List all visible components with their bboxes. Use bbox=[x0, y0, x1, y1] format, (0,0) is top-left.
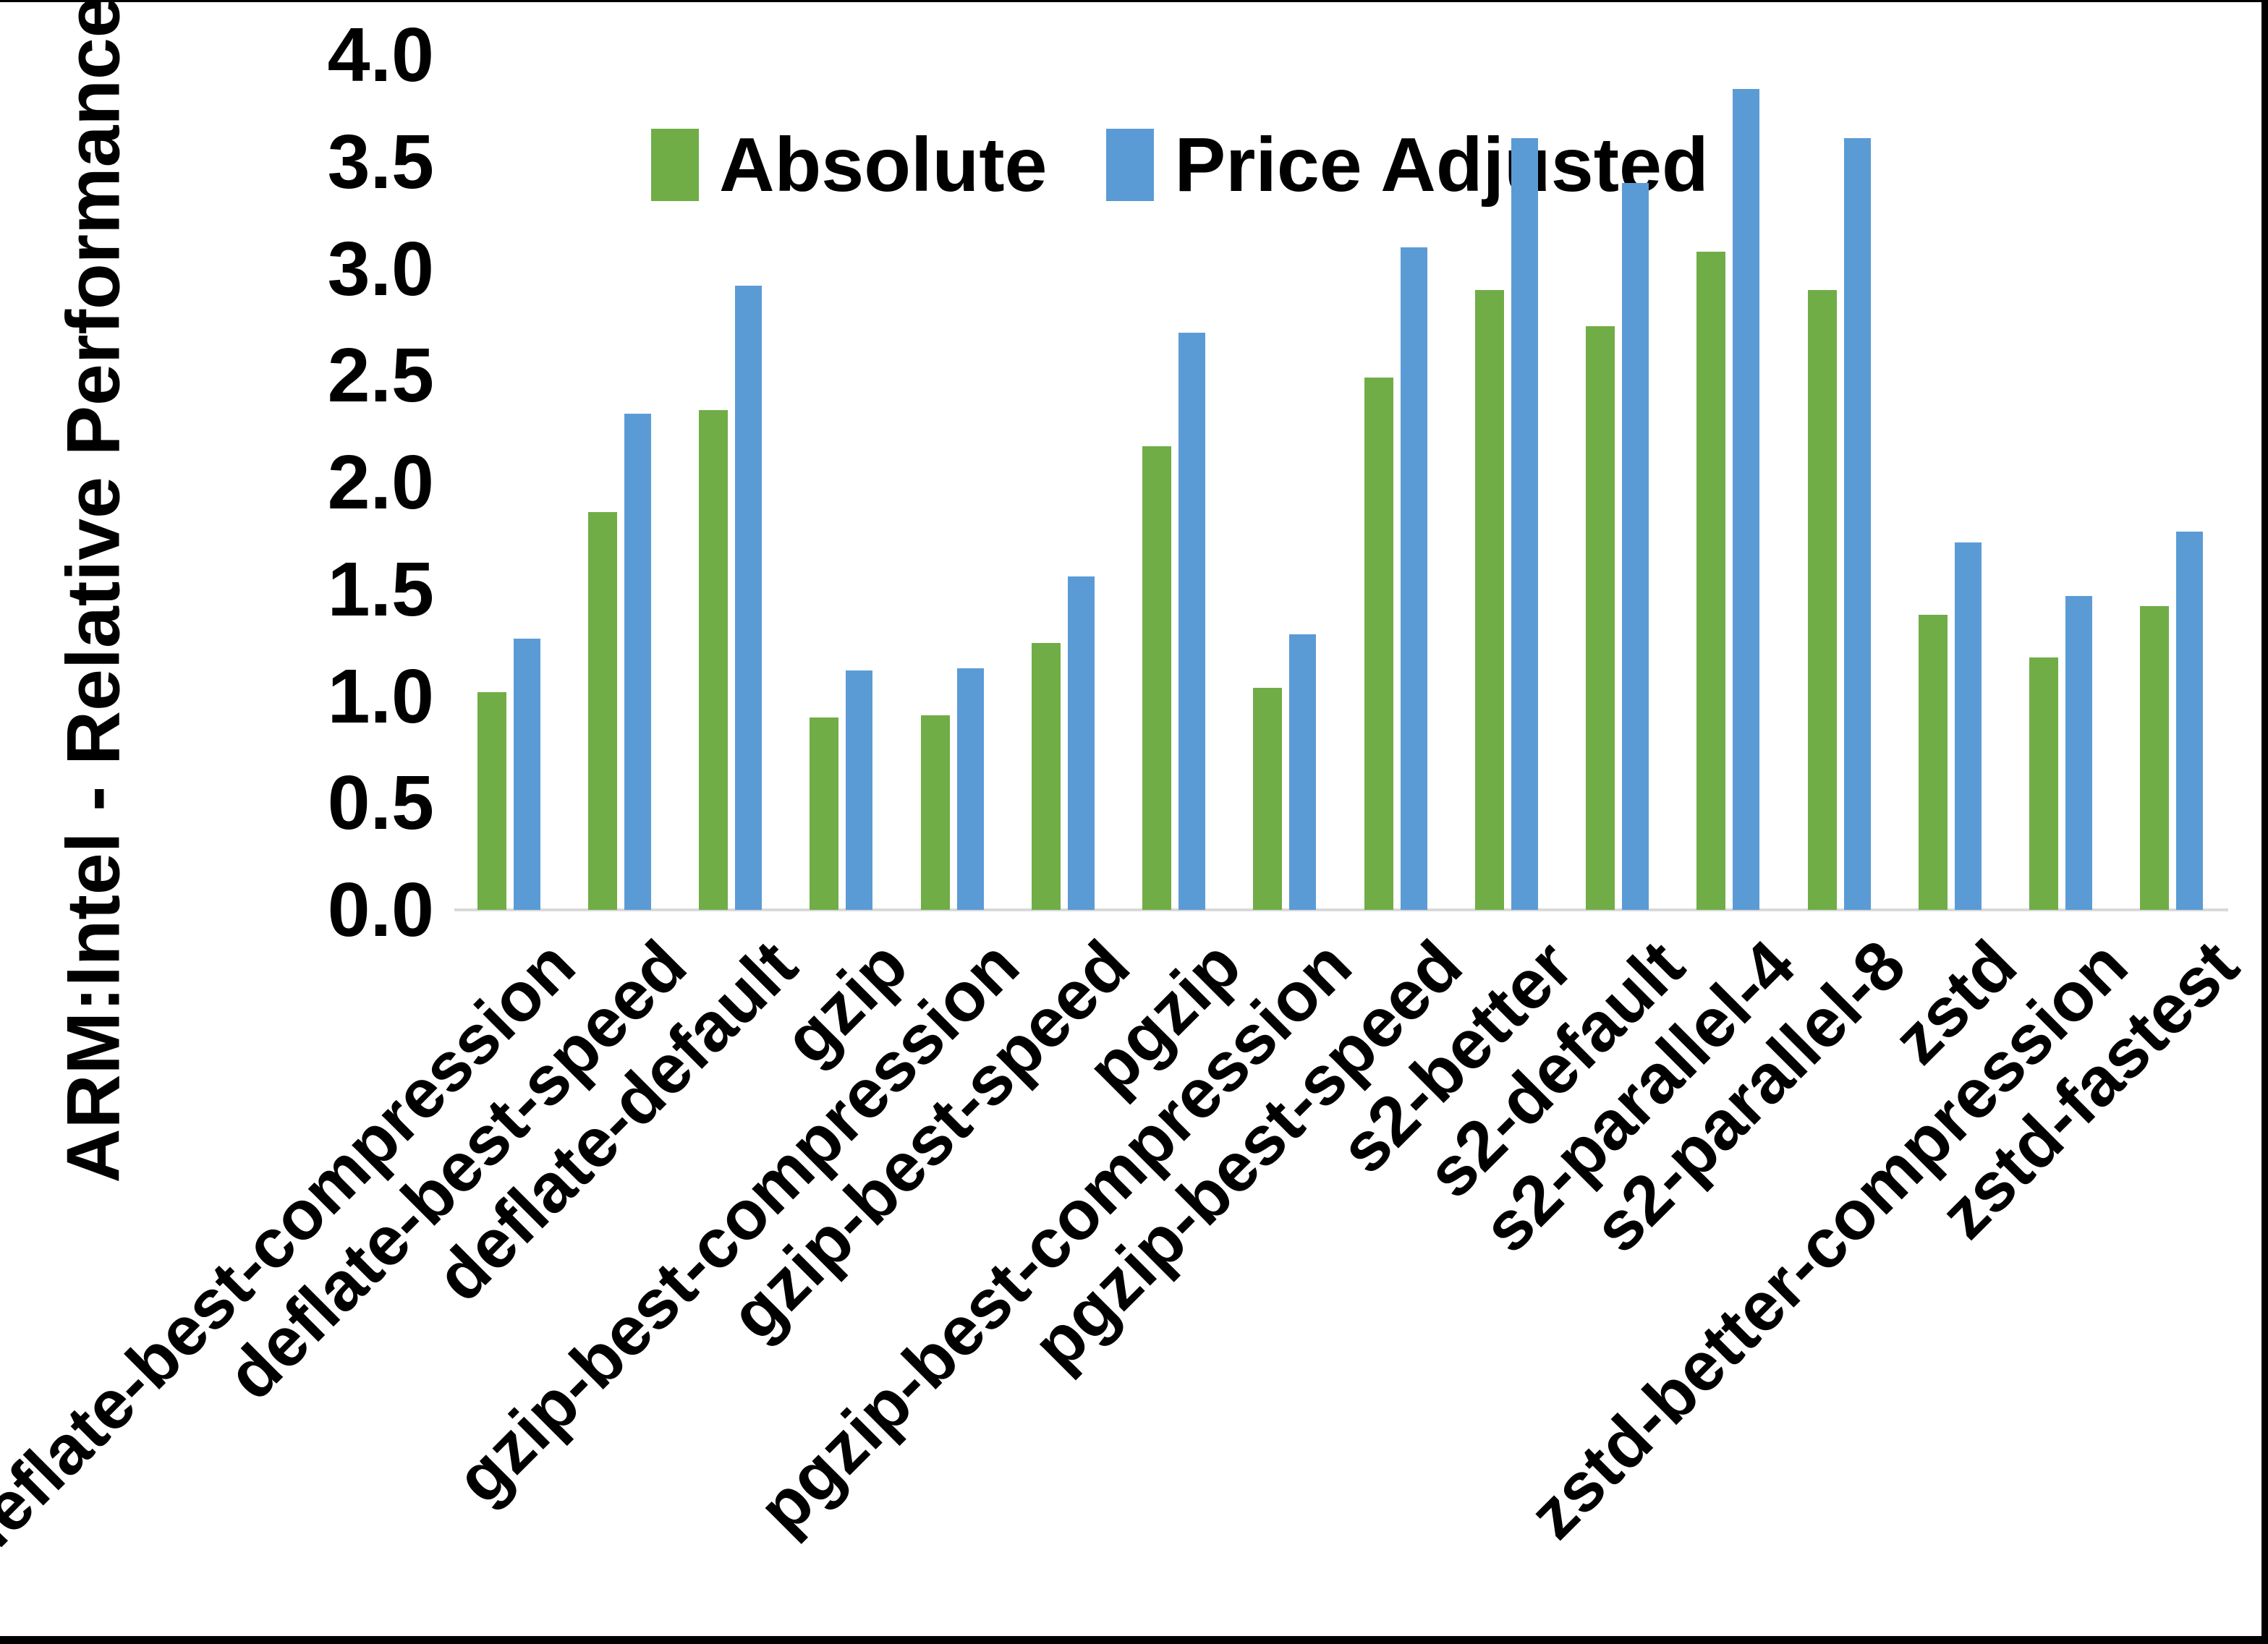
bar-absolute-s2-parallel-4 bbox=[1696, 251, 1726, 910]
bar-price-adjusted-zstd bbox=[1954, 542, 1982, 910]
bar-absolute-pgzip bbox=[1142, 446, 1172, 910]
bar-price-adjusted-zstd-better-compression bbox=[2065, 595, 2093, 910]
bar-absolute-pgzip-best-speed bbox=[1364, 378, 1393, 910]
bar-absolute-gzip bbox=[810, 717, 839, 910]
bar-absolute-zstd bbox=[1918, 615, 1948, 910]
legend-label-absolute: Absolute bbox=[719, 122, 1048, 208]
bar-price-adjusted-s2-parallel-4 bbox=[1733, 89, 1760, 910]
y-tick-label-3.5: 3.5 bbox=[327, 119, 434, 205]
y-tick-label-1.5: 1.5 bbox=[327, 546, 434, 632]
bar-absolute-s2-better bbox=[1474, 290, 1504, 910]
y-tick-label-0.0: 0.0 bbox=[327, 867, 434, 953]
bar-absolute-deflate-best-speed bbox=[587, 512, 617, 910]
bar-absolute-s2-default bbox=[1586, 326, 1615, 910]
bar-absolute-zstd-better-compression bbox=[2029, 657, 2059, 910]
bar-price-adjusted-deflate-default bbox=[735, 286, 763, 910]
y-tick-label-4.0: 4.0 bbox=[327, 12, 434, 98]
y-axis-title: ARM:Intel - Relative Performance bbox=[51, 0, 136, 1183]
bar-absolute-gzip-best-speed bbox=[1031, 642, 1061, 910]
bar-absolute-deflate-default bbox=[699, 409, 729, 910]
bar-price-adjusted-s2-better bbox=[1511, 138, 1538, 910]
legend-swatch-price-adjusted-icon bbox=[1106, 129, 1155, 201]
page-border-right bbox=[2261, 0, 2268, 1644]
legend: Absolute Price Adjusted bbox=[651, 124, 1709, 205]
bar-absolute-deflate-best-compression bbox=[477, 691, 506, 910]
bar-price-adjusted-deflate-best-speed bbox=[624, 414, 651, 910]
page-border-top bbox=[0, 0, 2268, 2]
bar-price-adjusted-gzip bbox=[846, 670, 873, 910]
bar-price-adjusted-s2-default bbox=[1622, 183, 1649, 910]
bar-price-adjusted-deflate-best-compression bbox=[513, 638, 540, 910]
bar-absolute-gzip-best-compression bbox=[920, 715, 950, 910]
legend-label-price-adjusted: Price Adjusted bbox=[1174, 122, 1709, 208]
bar-price-adjusted-pgzip-best-speed bbox=[1400, 247, 1427, 910]
y-tick-label-2.5: 2.5 bbox=[327, 333, 434, 419]
y-tick-label-3.0: 3.0 bbox=[327, 226, 434, 312]
bar-absolute-s2-parallel-8 bbox=[1807, 290, 1837, 910]
y-tick-label-0.5: 0.5 bbox=[327, 760, 434, 846]
bar-price-adjusted-gzip-best-speed bbox=[1067, 576, 1095, 910]
bar-absolute-zstd-fastest bbox=[2140, 606, 2170, 910]
bar-absolute-pgzip-best-compression bbox=[1253, 687, 1283, 910]
bar-price-adjusted-pgzip-best-compression bbox=[1289, 634, 1317, 910]
x-axis-line bbox=[454, 908, 2228, 911]
page-border-bottom bbox=[0, 1636, 2268, 1644]
bar-price-adjusted-s2-parallel-8 bbox=[1843, 138, 1871, 910]
legend-swatch-absolute-icon bbox=[651, 129, 699, 201]
plot-area bbox=[454, 55, 2228, 911]
bar-price-adjusted-gzip-best-compression bbox=[956, 668, 984, 910]
bar-price-adjusted-zstd-fastest bbox=[2176, 531, 2204, 910]
y-tick-label-2.0: 2.0 bbox=[327, 440, 434, 525]
bar-price-adjusted-pgzip bbox=[1178, 333, 1206, 910]
y-tick-label-1.0: 1.0 bbox=[327, 653, 434, 739]
